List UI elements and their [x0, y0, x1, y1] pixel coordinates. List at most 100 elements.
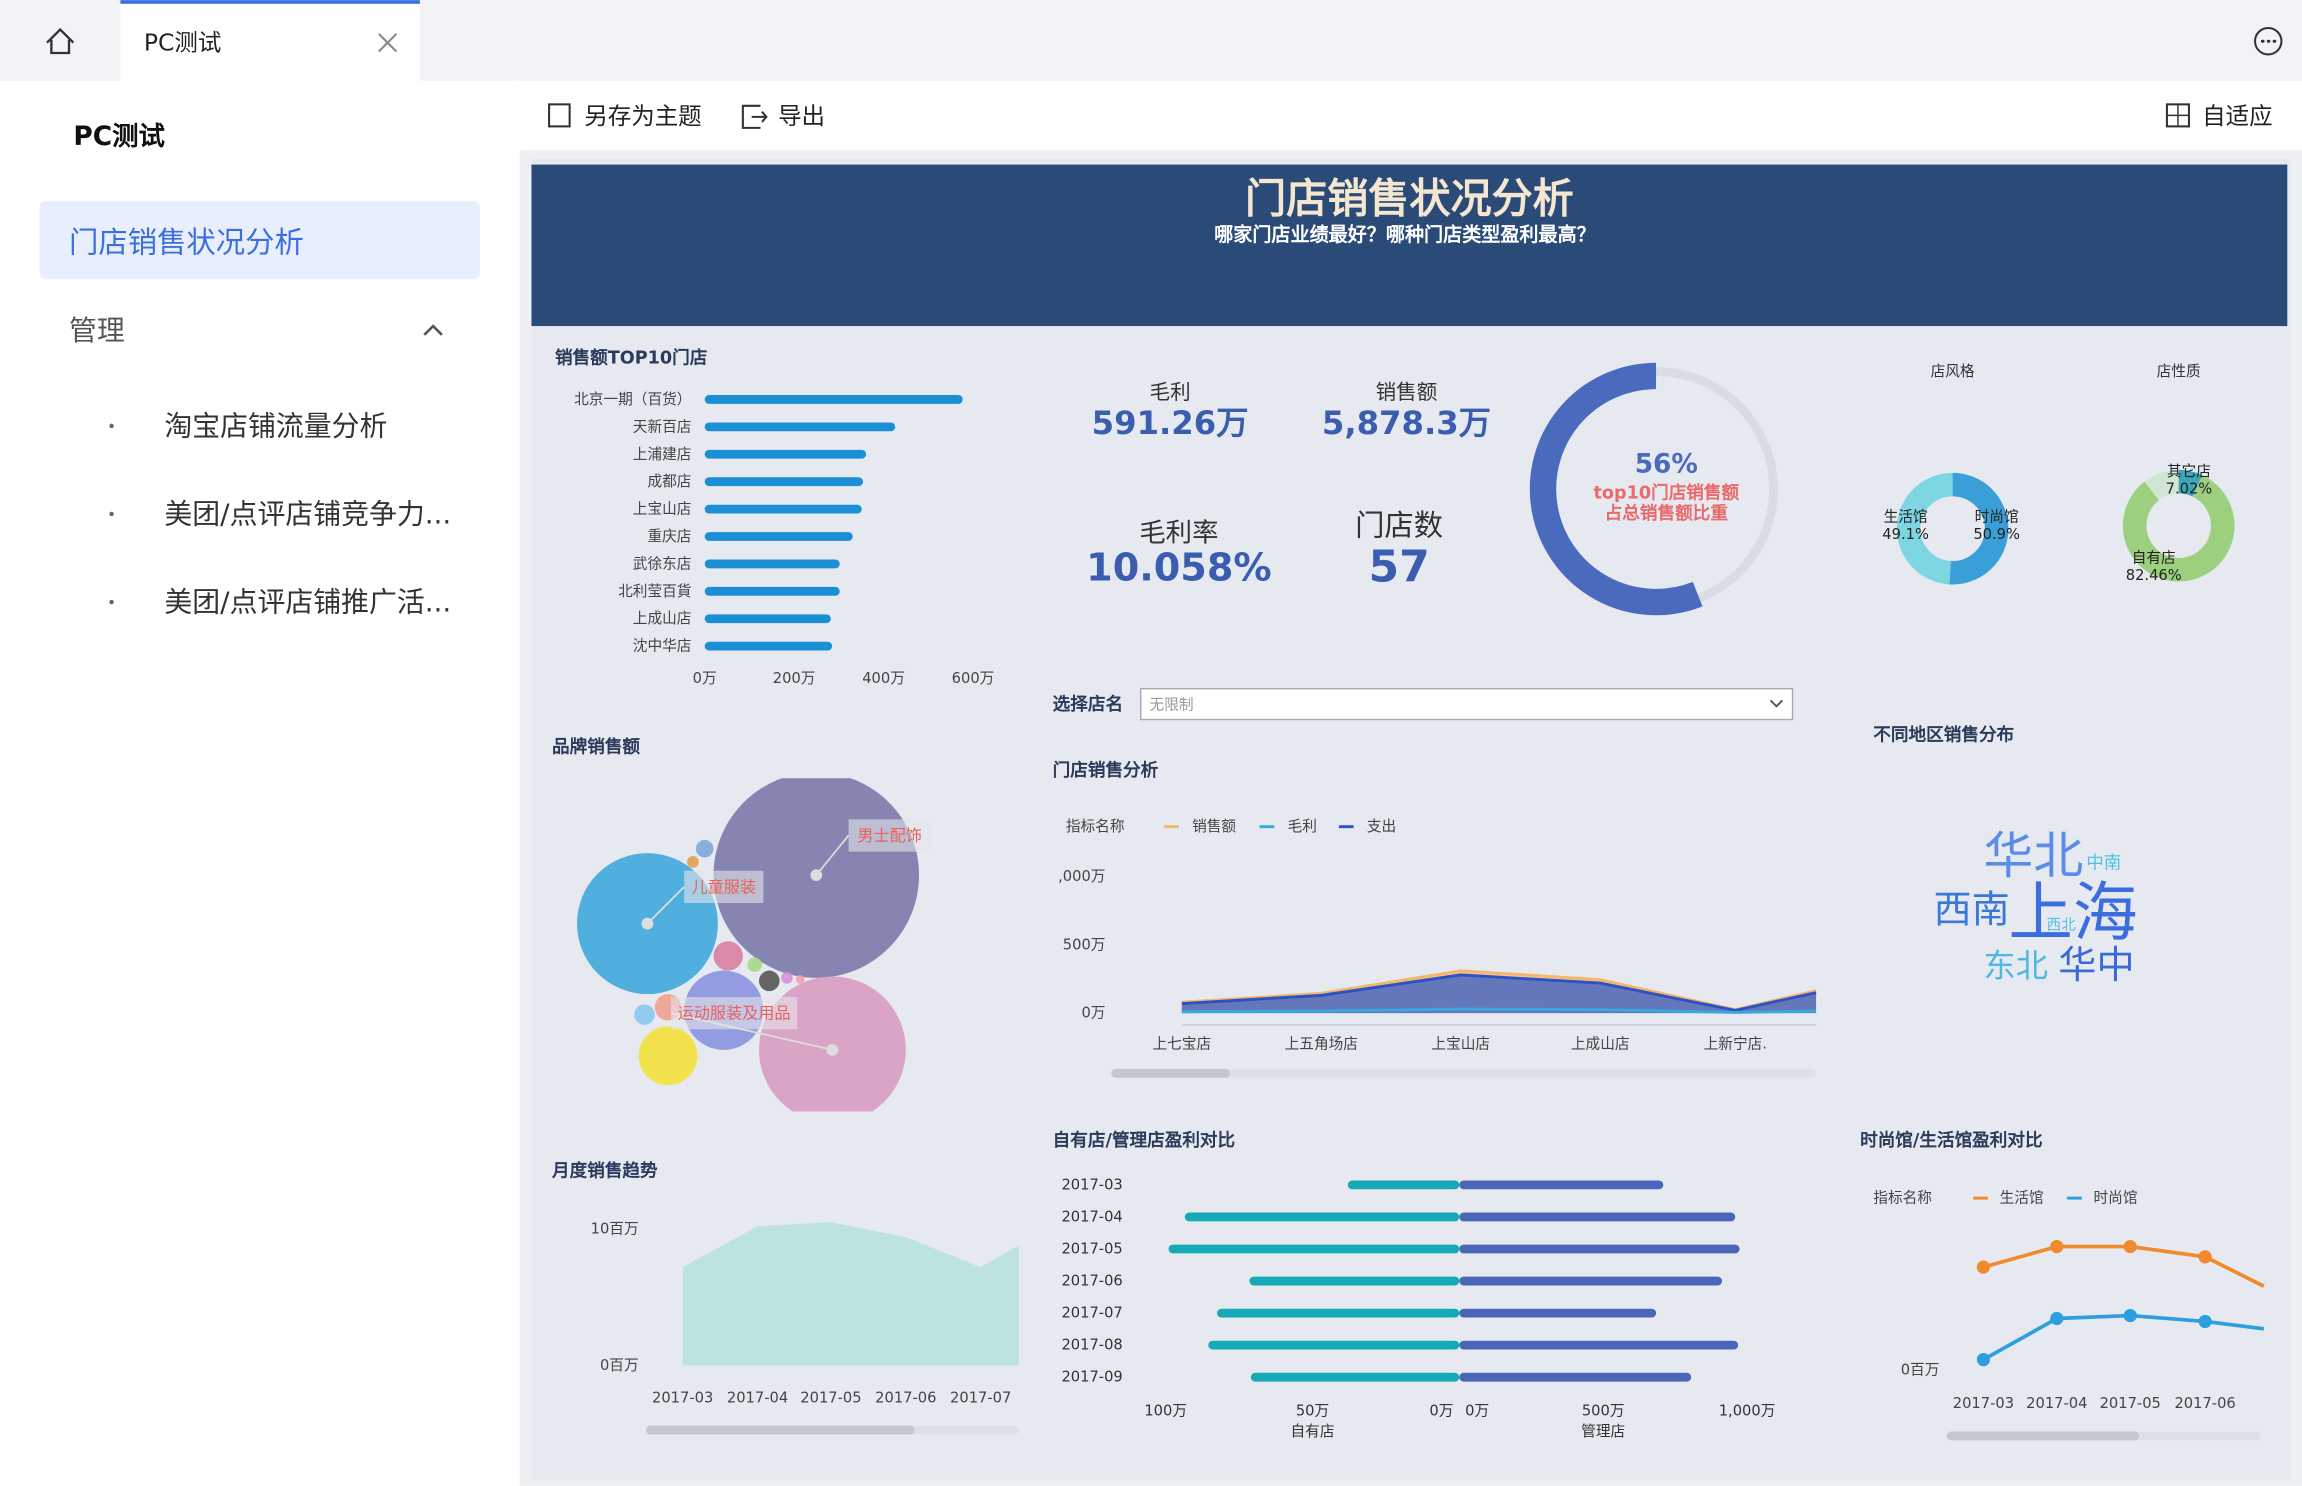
- x-tick-label: 2017-05: [2100, 1395, 2161, 1412]
- gauge-caption: top10门店销售额: [1593, 482, 1739, 503]
- word: 西北: [2047, 917, 2077, 934]
- scroll-thumb[interactable]: [645, 1425, 915, 1435]
- legend-title: 指标名称: [1873, 1190, 1932, 1207]
- bar: [1459, 1212, 1736, 1222]
- fit-icon-cross: [2166, 104, 2189, 127]
- menu-item[interactable]: 门店销售状况分析: [69, 225, 304, 259]
- export-button[interactable]: 导出: [778, 102, 825, 130]
- scroll-thumb[interactable]: [1111, 1068, 1231, 1078]
- y-tick-label: 0百万: [600, 1357, 639, 1374]
- tab-label[interactable]: PC测试: [144, 29, 221, 57]
- word: 华中: [2058, 944, 2134, 988]
- point: [2123, 1239, 2137, 1254]
- axis-title: 自有店: [1290, 1423, 1334, 1440]
- x-tick-label: 0万: [1465, 1402, 1489, 1419]
- bar: [1459, 1244, 1740, 1254]
- legend-title: 指标名称: [1066, 818, 1125, 835]
- bar: [704, 395, 963, 404]
- label-box: [848, 819, 931, 852]
- slice-value: 49.1%: [1882, 526, 1929, 543]
- donut-segment: [2178, 469, 2203, 497]
- kpi-value: 10.058%: [1086, 546, 1271, 590]
- bubble-center: [641, 917, 654, 930]
- area-fill: [1181, 974, 1817, 1014]
- slice-label: 其它店: [2167, 462, 2211, 480]
- bar: [1459, 1308, 1657, 1318]
- filter-chevron: [1769, 699, 1783, 708]
- x-tick-label: 上成山店: [1571, 1035, 1630, 1052]
- leader-line: [815, 834, 850, 876]
- tab-indicator: [120, 0, 420, 4]
- y-tick-label: 2017-06: [1061, 1273, 1122, 1290]
- word: 东北: [1983, 947, 2048, 985]
- x-tick-label: 50万: [1296, 1402, 1329, 1419]
- menu-sub-item[interactable]: 美团/点评店铺竞争力...: [164, 497, 451, 530]
- chevron[interactable]: [423, 324, 443, 336]
- fit-button[interactable]: 自适应: [2202, 102, 2272, 130]
- scrollbar[interactable]: [1111, 1068, 1817, 1078]
- word: 上海: [2008, 876, 2137, 951]
- gauge-value: 56%: [1635, 449, 1698, 480]
- leader-line: [646, 886, 685, 925]
- y-tick-label: 500万: [1063, 936, 1106, 953]
- y-tick-label: 成都店: [647, 473, 691, 490]
- bar: [704, 586, 840, 596]
- filter-select[interactable]: [1139, 687, 1794, 721]
- x-tick-label: 200万: [773, 670, 816, 687]
- menu-group[interactable]: 管理: [69, 314, 125, 347]
- legend-label: 生活馆: [2000, 1190, 2044, 1207]
- x-tick-label: 500万: [1582, 1402, 1625, 1419]
- x-tick-label: 0万: [1429, 1402, 1453, 1419]
- y-tick-label: 0百万: [1901, 1361, 1940, 1378]
- x-tick-label: 2017-04: [727, 1389, 788, 1406]
- scroll-thumb[interactable]: [1946, 1431, 2140, 1441]
- point: [2050, 1311, 2064, 1326]
- tab-close[interactable]: [378, 33, 398, 53]
- x-tick-label: 上新宁店.: [1704, 1035, 1767, 1052]
- kpi-value: 57: [1368, 541, 1429, 592]
- bar: [1208, 1340, 1460, 1350]
- legend-label: 支出: [1367, 818, 1396, 835]
- save-button[interactable]: 另存为主题: [584, 102, 701, 130]
- chart-title: 时尚馆/生活馆盈利对比: [1860, 1130, 2043, 1151]
- kpi-value: 5,878.3万: [1322, 404, 1491, 442]
- y-tick-label: 2017-03: [1061, 1176, 1122, 1193]
- bar: [704, 477, 864, 487]
- kpi-label: 销售额: [1376, 380, 1438, 404]
- bubble: [759, 970, 780, 992]
- home-icon[interactable]: [46, 27, 75, 55]
- menu-sub-item[interactable]: 淘宝店铺流量分析: [164, 409, 387, 442]
- bubble-label: 运动服装及用品: [678, 1004, 791, 1023]
- gauge-arc: [1529, 362, 1703, 616]
- axis-title: 管理店: [1581, 1423, 1625, 1440]
- x-tick-label: 2017-05: [800, 1389, 861, 1406]
- x-tick-label: 2017-06: [875, 1389, 936, 1406]
- export-icon: [741, 104, 768, 129]
- x-tick-label: 600万: [952, 670, 995, 687]
- bar: [704, 504, 862, 514]
- y-tick-label: 武徐东店: [633, 555, 692, 572]
- bar: [704, 641, 833, 651]
- more-button[interactable]: [2253, 27, 2283, 56]
- dashboard-title: 门店销售状况分析: [1245, 174, 1574, 222]
- sidebar: [0, 80, 520, 1486]
- y-tick-label: 2017-07: [1061, 1305, 1122, 1322]
- series-line: [1181, 1007, 1817, 1014]
- kpi-label: 毛利: [1150, 380, 1191, 404]
- bubble: [638, 1026, 698, 1086]
- chart-title: 门店销售分析: [1053, 760, 1159, 781]
- bullet: [109, 423, 114, 429]
- menu-sub-item[interactable]: 美团/点评店铺推广活...: [164, 586, 451, 619]
- bar: [704, 614, 831, 624]
- gauge-caption: 占总销售额比重: [1605, 503, 1729, 524]
- chart-title: 店性质: [2157, 363, 2201, 380]
- bubble: [713, 941, 743, 971]
- tab[interactable]: [120, 0, 420, 81]
- chart-title: 不同地区销售分布: [1873, 725, 2014, 746]
- point: [2123, 1308, 2137, 1323]
- dashboard-header: [531, 164, 2288, 327]
- bar: [1168, 1244, 1460, 1254]
- bar: [704, 532, 853, 541]
